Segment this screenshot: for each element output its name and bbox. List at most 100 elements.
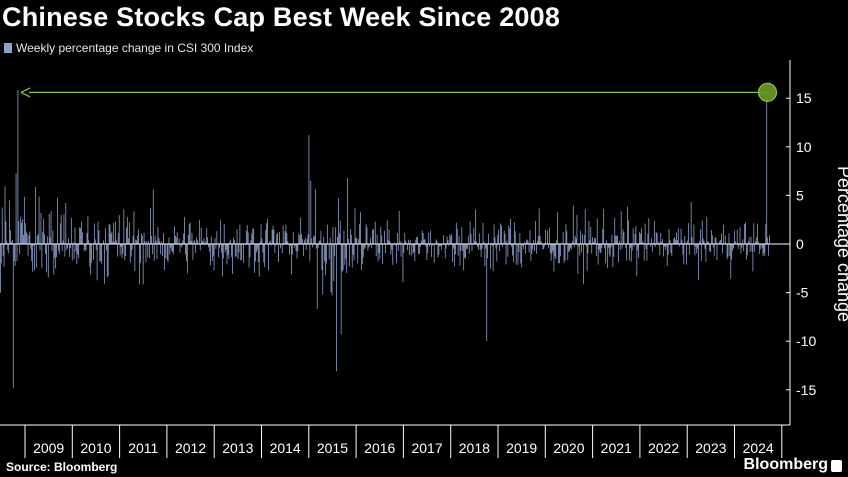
- bar: [152, 244, 153, 254]
- bar: [725, 236, 726, 244]
- bar: [487, 244, 488, 258]
- bar: [255, 244, 256, 261]
- bar: [391, 244, 392, 254]
- bar: [526, 239, 527, 244]
- bar: [746, 244, 747, 259]
- bar: [370, 238, 371, 244]
- bar: [764, 244, 765, 253]
- bar: [716, 238, 717, 244]
- bar: [75, 227, 76, 244]
- bar: [367, 244, 368, 251]
- bar: [14, 244, 15, 261]
- bar: [358, 239, 359, 244]
- bar: [280, 244, 281, 248]
- bar: [389, 230, 390, 244]
- bar: [529, 244, 530, 252]
- bar: [531, 244, 532, 254]
- bar: [696, 244, 697, 253]
- bar: [759, 244, 760, 254]
- bar: [470, 221, 471, 244]
- bar: [641, 228, 642, 244]
- bar: [327, 225, 328, 244]
- bar: [0, 244, 1, 293]
- bar: [738, 244, 739, 249]
- bar: [417, 237, 418, 244]
- bar: [251, 240, 252, 244]
- bar: [190, 222, 191, 244]
- bar: [550, 244, 551, 253]
- bar: [113, 223, 114, 244]
- bar: [66, 244, 67, 250]
- bar: [565, 244, 566, 260]
- bar: [356, 238, 357, 244]
- bar: [453, 244, 454, 249]
- bar: [4, 244, 5, 267]
- bar: [747, 244, 748, 255]
- bar: [40, 244, 41, 250]
- bar: [401, 244, 402, 257]
- bar: [197, 240, 198, 244]
- bar: [8, 244, 9, 253]
- bar: [351, 234, 352, 244]
- bar: [179, 238, 180, 244]
- bar: [94, 224, 95, 244]
- bar: [366, 224, 367, 244]
- bar: [660, 233, 661, 244]
- bar: [5, 186, 6, 244]
- bar: [633, 228, 634, 244]
- bar: [681, 229, 682, 244]
- bar: [285, 231, 286, 244]
- bar: [605, 244, 606, 263]
- bar: [344, 231, 345, 244]
- bar: [55, 244, 56, 269]
- bar: [313, 237, 314, 244]
- bar: [164, 244, 165, 270]
- bar: [654, 221, 655, 244]
- x-tick-label: 2022: [648, 440, 679, 456]
- bar: [566, 231, 567, 244]
- bar: [482, 244, 483, 249]
- bar: [382, 244, 383, 264]
- bar: [30, 244, 31, 249]
- y-axis-title: Percentage change: [834, 166, 848, 322]
- bar: [527, 240, 528, 244]
- bar: [472, 244, 473, 251]
- bar: [547, 231, 548, 244]
- bar: [741, 244, 742, 254]
- bar: [349, 244, 350, 266]
- bar: [309, 244, 310, 261]
- bar: [669, 229, 670, 244]
- bar: [363, 244, 364, 257]
- bar: [307, 239, 308, 244]
- bar: [676, 232, 677, 244]
- bar: [227, 244, 228, 265]
- bar: [151, 236, 152, 244]
- bar: [286, 233, 287, 244]
- bar: [730, 244, 731, 279]
- bar: [256, 244, 257, 252]
- bar: [496, 244, 497, 249]
- bar: [525, 244, 526, 254]
- bar: [170, 244, 171, 248]
- bar: [621, 211, 622, 244]
- bar: [39, 196, 40, 244]
- bar: [131, 244, 132, 256]
- bar: [13, 244, 14, 388]
- bar: [297, 244, 298, 251]
- bar: [209, 244, 210, 252]
- bar: [632, 244, 633, 251]
- bar: [147, 244, 148, 257]
- bar: [70, 244, 71, 248]
- bar: [461, 244, 462, 251]
- bar: [248, 233, 249, 244]
- bar: [371, 244, 372, 248]
- bar: [68, 239, 69, 244]
- bar: [596, 244, 597, 256]
- bar: [703, 239, 704, 244]
- bar: [723, 225, 724, 244]
- bar: [220, 220, 221, 244]
- bar: [379, 244, 380, 259]
- bar: [361, 244, 362, 270]
- bar: [471, 234, 472, 244]
- bar: [124, 244, 125, 260]
